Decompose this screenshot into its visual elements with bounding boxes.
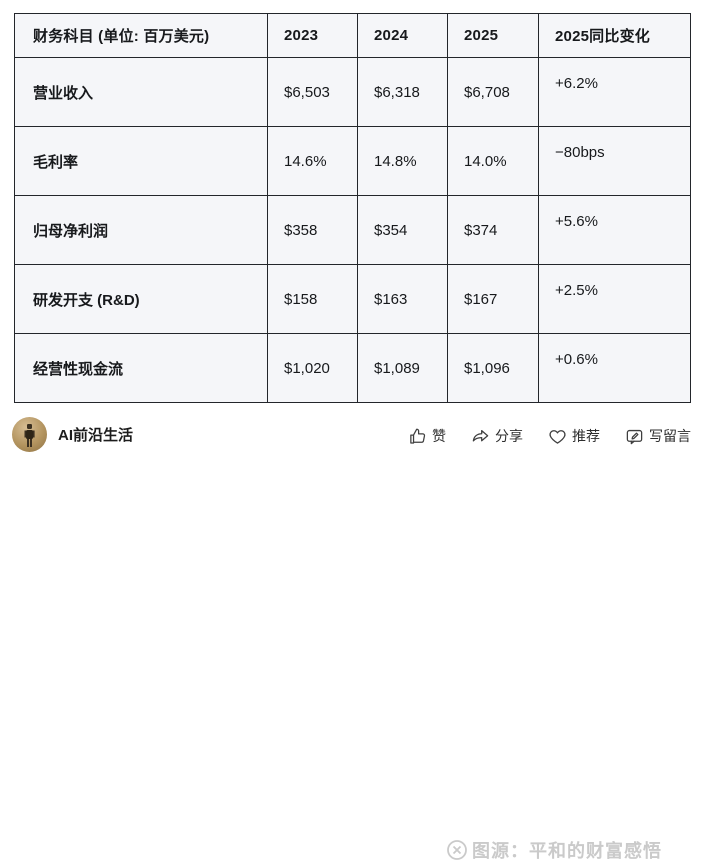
table-row: 毛利率 14.6% 14.8% 14.0% −80bps <box>14 126 691 196</box>
value-cell: $1,089 <box>357 333 448 403</box>
watermark: 图源：平和的财富感悟 <box>446 837 662 863</box>
value-cell: $374 <box>447 195 539 265</box>
value-cell: 14.8% <box>357 126 448 196</box>
comment-bubble-icon <box>625 427 644 446</box>
column-header: 2023 <box>267 13 358 58</box>
table-row: 经营性现金流 $1,020 $1,089 $1,096 +0.6% <box>14 333 691 403</box>
robot-avatar-icon <box>24 424 35 447</box>
watermark-text: 图源：平和的财富感悟 <box>472 841 662 861</box>
yoy-change-cell: +2.5% <box>538 264 691 334</box>
watermark-logo-icon <box>446 839 468 861</box>
avatar[interactable] <box>12 417 47 452</box>
row-label-cell: 营业收入 <box>14 57 268 127</box>
author-name[interactable]: AI前沿生活 <box>58 427 134 444</box>
action-label: 推荐 <box>572 428 600 444</box>
value-cell: $163 <box>357 264 448 334</box>
article-footer: AI前沿生活 赞 分享 推荐 写留言 图源：平和的财富感悟 <box>0 404 708 861</box>
row-label-cell: 研发开支 (R&D) <box>14 264 268 334</box>
value-cell: $358 <box>267 195 358 265</box>
yoy-change-cell: −80bps <box>538 126 691 196</box>
yoy-change-cell: +6.2% <box>538 57 691 127</box>
value-cell: $167 <box>447 264 539 334</box>
comment-button[interactable]: 写留言 <box>625 426 691 446</box>
column-header: 2025同比变化 <box>538 13 691 58</box>
value-cell: $6,708 <box>447 57 539 127</box>
table-row: 归母净利润 $358 $354 $374 +5.6% <box>14 195 691 265</box>
yoy-change-cell: +0.6% <box>538 333 691 403</box>
table-row: 研发开支 (R&D) $158 $163 $167 +2.5% <box>14 264 691 334</box>
row-label-cell: 归母净利润 <box>14 195 268 265</box>
value-cell: $158 <box>267 264 358 334</box>
value-cell: 14.0% <box>447 126 539 196</box>
value-cell: $6,503 <box>267 57 358 127</box>
thumbs-up-icon <box>408 427 427 446</box>
table-header-row: 财务科目 (单位: 百万美元) 2023 2024 2025 2025同比变化 <box>14 13 691 58</box>
yoy-change-cell: +5.6% <box>538 195 691 265</box>
column-header: 2024 <box>357 13 448 58</box>
value-cell: $1,020 <box>267 333 358 403</box>
share-button[interactable]: 分享 <box>471 426 523 446</box>
value-cell: $6,318 <box>357 57 448 127</box>
value-cell: $354 <box>357 195 448 265</box>
action-label: 赞 <box>432 428 446 444</box>
financial-table: 财务科目 (单位: 百万美元) 2023 2024 2025 2025同比变化 营业收入… <box>14 13 691 403</box>
action-bar: 赞 分享 推荐 写留言 <box>408 426 691 446</box>
heart-icon <box>548 427 567 446</box>
value-cell: $1,096 <box>447 333 539 403</box>
column-header: 2025 <box>447 13 539 58</box>
like-button[interactable]: 赞 <box>408 426 446 446</box>
share-arrow-icon <box>471 427 490 446</box>
row-label-cell: 经营性现金流 <box>14 333 268 403</box>
column-header: 财务科目 (单位: 百万美元) <box>14 13 268 58</box>
author-block[interactable]: AI前沿生活 <box>12 417 133 452</box>
recommend-button[interactable]: 推荐 <box>548 426 600 446</box>
action-label: 写留言 <box>649 428 691 444</box>
table-row: 营业收入 $6,503 $6,318 $6,708 +6.2% <box>14 57 691 127</box>
row-label-cell: 毛利率 <box>14 126 268 196</box>
value-cell: 14.6% <box>267 126 358 196</box>
action-label: 分享 <box>495 428 523 444</box>
